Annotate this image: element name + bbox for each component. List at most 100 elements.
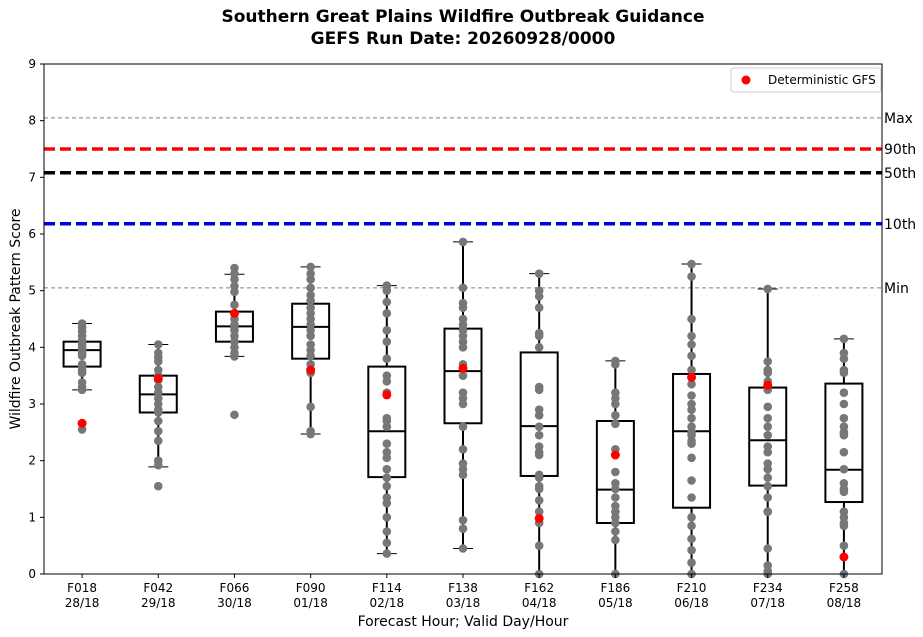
ensemble-member-point <box>763 447 773 457</box>
ensemble-member-point <box>534 484 544 494</box>
x-tick-label-hour: F018 <box>67 581 97 595</box>
ensemble-member-point <box>458 237 468 247</box>
deterministic-point <box>229 308 239 318</box>
x-axis-label: Forecast Hour; Valid Day/Hour <box>358 614 569 630</box>
x-tick-label-hour: F090 <box>296 581 326 595</box>
box-group-f210 <box>672 259 712 579</box>
box-group-f090 <box>291 262 331 439</box>
box-group-f186 <box>595 356 635 579</box>
ensemble-member-point <box>534 422 544 431</box>
ensemble-member-point <box>763 422 773 431</box>
ensemble-member-point <box>839 447 849 457</box>
ensemble-member-point <box>534 473 544 482</box>
ensemble-member-point <box>534 292 544 301</box>
ensemble-member-point <box>534 496 544 505</box>
ensemble-member-point <box>687 453 696 463</box>
ensemble-member-point <box>763 464 773 474</box>
ensemble-member-point <box>763 284 773 294</box>
ensemble-member-point <box>382 354 392 363</box>
ensemble-member-point <box>763 357 773 366</box>
ensemble-member-point <box>458 343 468 352</box>
ensemble-member-point <box>839 487 849 497</box>
ensemble-member-point <box>534 411 544 420</box>
box-iqr <box>824 382 864 504</box>
ensemble-member-point <box>839 464 849 474</box>
y-tick-label: 7 <box>28 170 36 184</box>
ensemble-member-point <box>611 411 620 420</box>
box-group-f066 <box>214 263 254 420</box>
deterministic-point <box>839 552 849 562</box>
ensemble-member-point <box>534 269 544 278</box>
deterministic-point <box>534 513 544 523</box>
ensemble-member-point <box>153 436 163 446</box>
ensemble-member-point <box>611 484 620 494</box>
ensemble-member-point <box>611 360 620 369</box>
reference-label-10th: 10th <box>884 217 916 233</box>
ensemble-member-point <box>306 331 315 341</box>
box-group-f138 <box>443 237 483 553</box>
box-group-f234 <box>748 284 788 579</box>
reference-label-90th: 90th <box>884 142 916 158</box>
deterministic-point <box>153 374 163 383</box>
ensemble-member-point <box>458 515 468 525</box>
reference-label-min: Min <box>884 281 909 297</box>
x-tick-label-valid: 03/18 <box>446 596 481 610</box>
ensemble-member-point <box>611 419 620 429</box>
ensemble-member-point <box>687 493 696 502</box>
ensemble-member-point <box>839 430 849 440</box>
reference-label-50th: 50th <box>884 166 916 182</box>
box-group-f042 <box>138 340 178 491</box>
ensemble-member-point <box>458 524 468 533</box>
ensemble-member-point <box>687 391 696 400</box>
ensemble-member-point <box>458 445 468 454</box>
ensemble-member-point <box>382 439 392 448</box>
ensemble-member-point <box>382 464 392 474</box>
ensemble-member-point <box>687 439 696 448</box>
ensemble-member-point <box>382 527 392 536</box>
x-tick-label-hour: F186 <box>600 581 630 595</box>
ensemble-member-point <box>306 429 315 439</box>
x-tick-label-hour: F114 <box>372 581 402 595</box>
ensemble-member-point <box>763 481 773 491</box>
ensemble-member-point <box>534 343 544 352</box>
ensemble-member-point <box>153 426 163 436</box>
ensemble-member-point <box>230 287 239 297</box>
ensemble-member-point <box>763 430 773 440</box>
deterministic-point <box>458 363 468 373</box>
box-group-f114 <box>367 281 407 558</box>
ensemble-member-point <box>839 368 849 378</box>
deterministic-point <box>763 380 773 390</box>
ensemble-member-point <box>230 352 239 361</box>
x-tick-label-valid: 29/18 <box>141 596 176 610</box>
reference-label-max: Max <box>884 111 913 127</box>
chart-subtitle: GEFS Run Date: 20260928/0000 <box>311 29 616 49</box>
ensemble-member-point <box>382 377 392 386</box>
ensemble-member-point <box>611 527 620 536</box>
x-tick-label-hour: F258 <box>829 581 859 595</box>
ensemble-member-point <box>534 385 544 395</box>
ensemble-member-point <box>382 337 392 346</box>
x-tick-label-valid: 30/18 <box>217 596 252 610</box>
y-tick-label: 1 <box>28 510 36 524</box>
ensemble-member-point <box>382 481 392 491</box>
ensemble-member-point <box>687 476 696 485</box>
ensemble-member-point <box>839 388 849 397</box>
x-tick-label-hour: F162 <box>524 581 554 595</box>
ensemble-member-point <box>153 460 163 470</box>
ensemble-member-point <box>687 351 696 361</box>
ensemble-member-point <box>382 473 392 482</box>
deterministic-point <box>610 450 620 460</box>
x-tick-label-valid: 05/18 <box>598 596 633 610</box>
ensemble-member-point <box>458 470 468 480</box>
ensemble-member-point <box>839 521 849 531</box>
ensemble-member-point <box>382 297 392 307</box>
ensemble-member-point <box>230 410 239 420</box>
ensemble-member-point <box>458 422 468 431</box>
ensemble-member-point <box>382 286 392 295</box>
y-tick-label: 6 <box>28 227 36 241</box>
ensemble-member-point <box>534 331 544 341</box>
box-group-f258 <box>824 334 864 579</box>
ensemble-member-point <box>687 558 696 567</box>
ensemble-member-point <box>763 473 773 482</box>
x-tick-label-valid: 01/18 <box>293 596 328 610</box>
